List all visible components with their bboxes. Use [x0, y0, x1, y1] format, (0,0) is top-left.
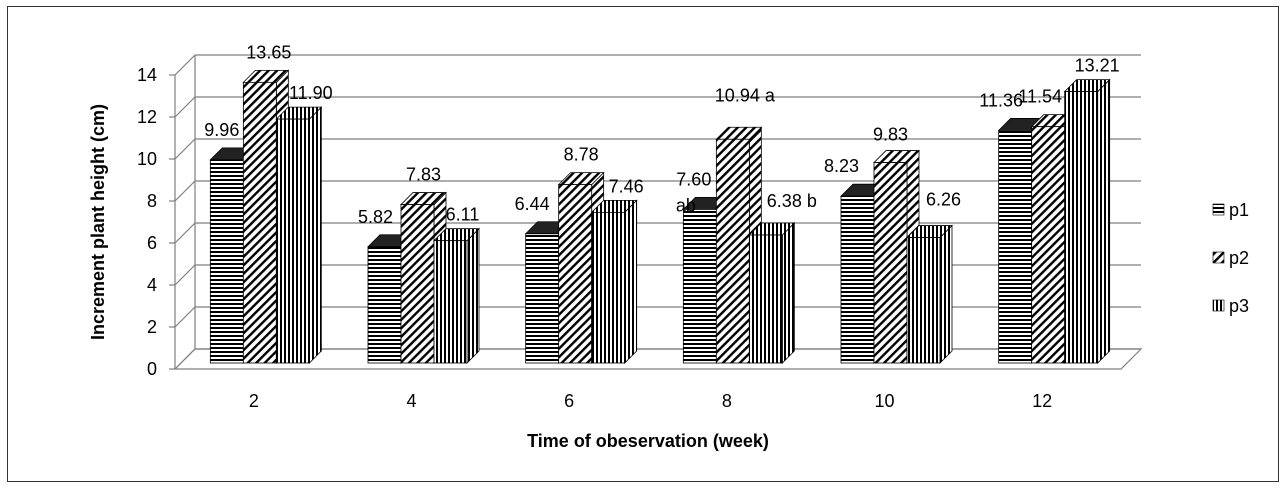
data-label: 13.21 [1075, 56, 1120, 76]
legend-swatch [1212, 299, 1225, 312]
labels-layer: 2 9.96 13.65 11.90 4 5.82 7.836.11 6 6.44 8.78 7.4… [204, 42, 1119, 411]
gridline-side [174, 306, 196, 328]
data-label: 9.83 [873, 125, 908, 145]
gridline-side [174, 54, 196, 76]
y-tick-label: 6 [147, 233, 157, 253]
data-label: 10.94 a [715, 85, 776, 105]
bar-chart: 0 2 4 6 8 10 12 14 2 9.96 13.65 11.90 4 5.82 7.836.11… [88, 42, 1249, 451]
x-tick-label: 10 [874, 391, 894, 411]
bar-p3-6 [590, 199, 638, 364]
gridline-side [174, 222, 196, 244]
bars-layer [209, 69, 1111, 364]
data-label: 5.82 [358, 207, 393, 227]
gridline-side [174, 96, 196, 118]
x-tick-label: 8 [722, 391, 732, 411]
y-tick-label: 4 [147, 275, 157, 295]
bar-p3-4 [433, 227, 480, 364]
y-tick-label: 10 [137, 149, 157, 169]
chart-frame: 0 2 4 6 8 10 12 14 2 9.96 13.65 11.90 4 5.82 7.83 6.11… [7, 6, 1279, 482]
legend-item-p2: p2 [1212, 248, 1249, 268]
x-tick-label: 2 [249, 391, 259, 411]
data-label: 8.23 [824, 156, 859, 176]
data-label: 6.44 [515, 194, 550, 214]
data-label: 11.90 [289, 83, 333, 103]
y-tick-label: 0 [147, 359, 157, 379]
gridline-side [174, 138, 196, 160]
data-label: 6.38 b [767, 191, 817, 211]
y-tick-label: 2 [147, 317, 157, 337]
data-label: 13.65 [246, 42, 291, 62]
data-label: 8.78 [564, 145, 599, 165]
legend-label: p1 [1229, 200, 1249, 220]
x-axis-title: Time of obeservation (week) [527, 431, 769, 451]
bar-p3-12 [1063, 78, 1111, 364]
x-tick-label: 6 [564, 391, 574, 411]
data-label: 6.26 [926, 190, 961, 210]
chart-floor [173, 348, 1143, 370]
legend-label: p3 [1229, 296, 1249, 316]
annotation-label: ab [676, 195, 696, 215]
legend-swatch [1212, 251, 1225, 264]
gridline-side [174, 180, 196, 202]
data-label: 7.46 [609, 176, 644, 196]
legend-item-p1: p1 [1212, 200, 1249, 220]
data-label: 11.54 [1018, 87, 1062, 107]
legend-swatch [1212, 203, 1225, 216]
x-tick-label: 4 [406, 391, 416, 411]
y-tick-label: 14 [137, 65, 157, 85]
data-label: 9.96 [204, 120, 239, 140]
data-label: 7.83 [406, 165, 441, 185]
grid-layer: 0 2 4 6 8 10 12 14 [137, 54, 1143, 379]
legend-label: p2 [1229, 248, 1249, 268]
data-label: 6.11 [446, 205, 480, 225]
data-label: 11.36 [979, 90, 1023, 110]
y-axis-title: Increment plant height (cm) [88, 104, 108, 340]
legend: p1 p2 p3 [1212, 200, 1249, 316]
y-tick-label: 8 [147, 191, 157, 211]
y-tick-label: 12 [137, 107, 157, 127]
x-tick-label: 12 [1032, 391, 1052, 411]
bar-p3-2 [275, 106, 323, 364]
bar-p3-8 [748, 222, 796, 364]
data-label: 7.60 [676, 169, 711, 189]
bar-p3-10 [906, 224, 953, 364]
gridline-side [174, 264, 196, 286]
legend-item-p3: p3 [1212, 296, 1249, 316]
